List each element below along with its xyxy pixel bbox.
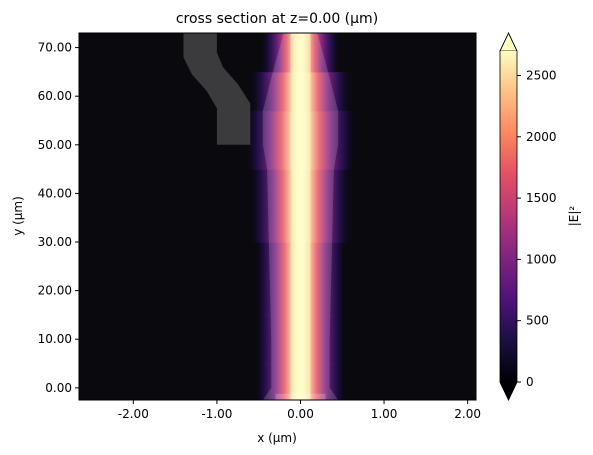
colorbar-tick-label: 2000 [526,130,557,144]
x-axis: -2.00 -1.00 0.00 1.00 2.00 [118,400,481,421]
y-tick-label: 20.00 [38,284,72,298]
colorbar-label: |E|² [567,206,581,227]
y-tick-label: 10.00 [38,332,72,346]
x-tick-label: 1.00 [371,407,398,421]
field-intensity [243,33,358,400]
colorbar-tick-label: 500 [526,314,549,328]
colorbar-tick-label: 2500 [526,69,557,83]
field-core [290,33,311,400]
bent-waveguide [183,33,251,145]
bottom-port [275,393,326,400]
plot-frame [78,32,477,401]
colorbar: 0 500 1000 1500 2000 2500 |E|² [499,32,581,401]
colorbar-ticks: 0 500 1000 1500 2000 2500 [517,69,557,389]
x-tick-label: -1.00 [201,407,232,421]
chart-title: cross section at z=0.00 (μm) [176,11,378,27]
plot-area [79,33,476,400]
y-axis-label: y (μm) [11,196,25,236]
y-tick-label: 60.00 [38,89,72,103]
main-waveguide [262,33,339,400]
colorbar-tick-label: 0 [526,375,534,389]
colorbar-tick-label: 1000 [526,252,557,266]
colorbar-tick-label: 1500 [526,191,557,205]
colorbar-extend-bottom [499,381,518,401]
x-tick-label: 0.00 [287,407,314,421]
y-tick-label: 50.00 [38,138,72,152]
y-axis: 0.00 10.00 20.00 30.00 40.00 50.00 60.00 70.00 [38,41,79,395]
y-tick-label: 40.00 [38,186,72,200]
x-axis-label: x (μm) [257,431,297,445]
x-tick-label: 2.00 [454,407,481,421]
x-tick-label: -2.00 [118,407,149,421]
structures [183,33,339,400]
y-tick-label: 30.00 [38,235,72,249]
y-tick-label: 70.00 [38,41,72,55]
colorbar-gradient [500,51,517,382]
colorbar-extend-top [499,32,518,52]
y-tick-label: 0.00 [45,381,72,395]
